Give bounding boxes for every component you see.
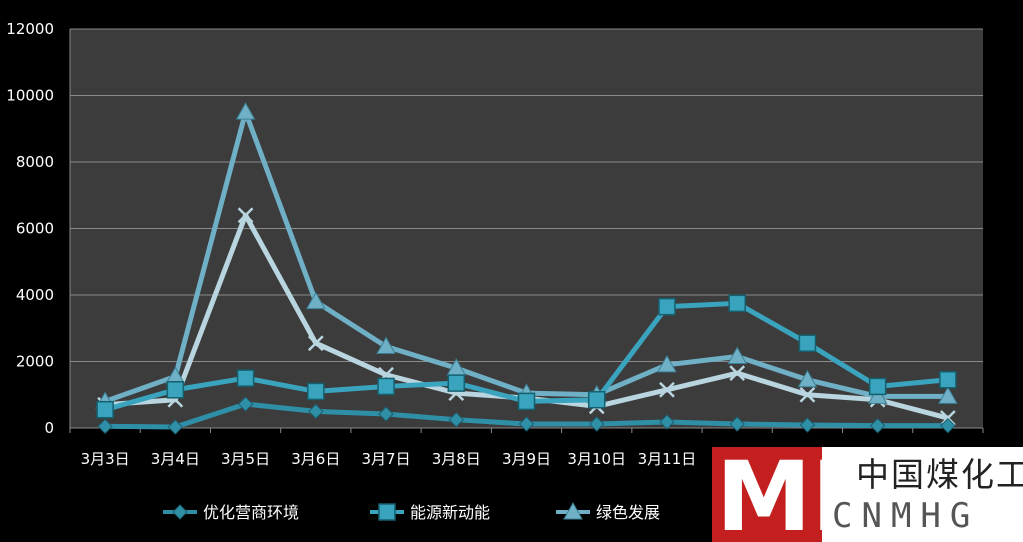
data-point [869,417,886,434]
y-tick-label: 8000 [16,153,54,171]
data-point [448,411,464,428]
data-point [868,377,887,396]
y-tick-label: 2000 [16,353,54,371]
legend-marker [563,501,583,520]
series-2 [96,294,957,419]
x-tick-label: 3月7日 [361,450,410,468]
data-point [658,297,676,316]
data-point [518,416,535,432]
data-point [939,371,957,389]
data-point [447,374,466,392]
data-point [729,416,745,432]
x-tick-label: 3月11日 [638,450,697,468]
y-tick-label: 12000 [6,20,54,38]
data-point [96,400,114,419]
data-point [659,414,675,430]
legend-item: 能源新动能 [370,503,490,522]
data-point [307,335,324,352]
data-point [940,417,956,434]
data-point [308,403,324,420]
y-tick-label: 0 [44,419,54,437]
data-point [587,390,606,409]
watermark-chinese: 中国煤化工 [856,455,1023,494]
data-point [938,386,958,404]
data-point [867,386,888,404]
data-point [728,294,746,313]
legend-label: 能源新动能 [410,503,490,522]
data-point [589,416,605,432]
data-point [657,354,677,373]
data-point [236,369,255,387]
data-point [307,382,325,401]
data-point [727,346,748,365]
legend-label: 优化营商环境 [203,503,299,522]
x-tick-label: 3月10日 [567,450,626,468]
data-point [377,377,395,396]
data-point [376,336,396,355]
x-tick-label: 3月6日 [291,450,340,468]
series-1 [97,396,956,435]
data-point [799,386,816,403]
legend-item: 绿色发展 [556,501,660,522]
data-point [517,392,536,411]
data-point [799,417,816,433]
data-point [659,381,675,398]
data-point [797,369,818,388]
data-point [167,419,184,435]
legend-label: 绿色发展 [596,503,660,522]
data-point [798,334,817,352]
data-point [378,406,394,422]
legend-marker [378,503,396,521]
data-point [235,102,256,120]
watermark-logo-text: MH [716,441,892,542]
legend-item: 优化营商环境 [163,503,299,522]
legend: 优化营商环境 能源新动能 绿色发展 [163,501,660,522]
data-point [729,365,746,382]
data-point [305,291,326,310]
watermark-english: CNMHG [832,496,980,536]
x-tick-label: 3月4日 [151,450,200,468]
x-tick-label: 3月9日 [502,450,551,468]
data-point [166,381,185,399]
x-tick-label: 3月5日 [221,450,270,468]
legend-marker [172,504,188,520]
series-group [95,102,958,435]
x-tick-label: 3月8日 [432,450,481,468]
data-point [237,396,254,412]
watermark-logo: MH [712,441,1023,542]
data-point [97,418,113,435]
y-tick-label: 6000 [16,220,54,238]
x-tick-label: 3月3日 [81,450,130,468]
y-tick-label: 10000 [6,87,54,105]
y-tick-label: 4000 [16,286,54,304]
data-point [237,207,254,224]
y-axis: 0 2000 4000 6000 8000 10000 12000 [6,20,71,437]
